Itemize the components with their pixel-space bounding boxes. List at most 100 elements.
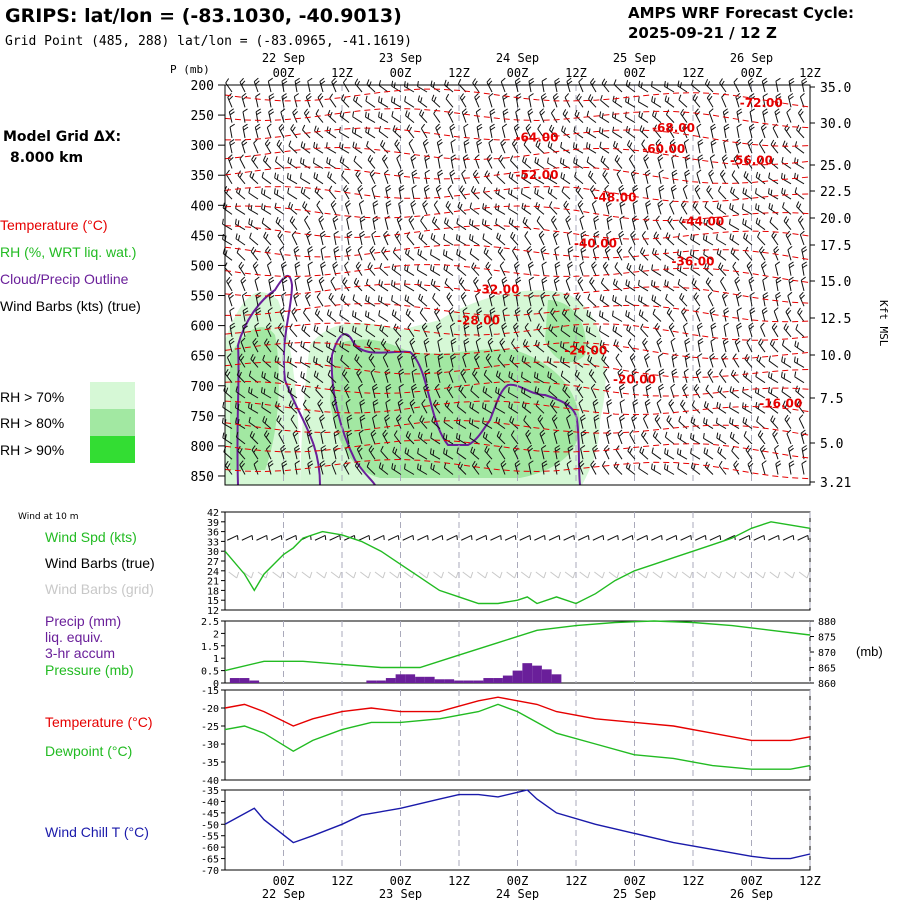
pressure-tick-label: 600 <box>191 320 214 335</box>
wind-barb <box>774 108 781 123</box>
wind-barb <box>463 337 470 353</box>
wind-barb <box>537 124 545 139</box>
wind-barb <box>720 276 727 292</box>
wind-barb <box>690 264 701 277</box>
wind-barb <box>267 460 274 475</box>
wind-barb <box>788 276 795 291</box>
wind-barb <box>723 123 730 138</box>
wind-barb <box>266 261 272 276</box>
wind-barb <box>240 276 247 292</box>
cloud-outline <box>237 275 321 486</box>
wind-barb <box>247 203 259 215</box>
wind-barb <box>488 138 494 154</box>
wind-barb <box>342 77 350 93</box>
wind-barb <box>691 400 701 414</box>
pressure-tick-label: 650 <box>191 350 214 365</box>
wind-barb <box>626 262 636 276</box>
wind-barb <box>560 370 571 384</box>
y-tick-label: -35 <box>201 786 219 797</box>
wind-barb <box>552 230 559 246</box>
wind-barb <box>314 308 324 322</box>
wind-barb <box>274 172 285 185</box>
wind-barb <box>366 461 376 475</box>
wind-barb <box>590 383 597 399</box>
bottom-hour-label: 00Z <box>624 874 646 888</box>
surface-wind-barb-grid <box>667 571 678 579</box>
wind-barb <box>770 139 779 154</box>
wind-barb <box>456 249 467 261</box>
y-tick-label: -40 <box>201 776 219 787</box>
wind-barb <box>307 246 314 261</box>
wind-barb <box>702 234 714 246</box>
wind-barb <box>678 94 688 108</box>
surface-wind-barb-grid <box>360 571 371 579</box>
wind-barb <box>723 322 729 337</box>
wind-barb <box>300 141 311 154</box>
wind-barb <box>666 415 675 429</box>
wind-barb <box>742 218 753 231</box>
cross-section-panel: -72.00 -68.00 -64.00 -60.00 -56.00 -52.00 -48.… <box>221 77 811 486</box>
wind-barb <box>797 215 805 230</box>
pressure-tick-label: 300 <box>191 139 214 154</box>
wind-barb <box>786 108 792 123</box>
wind-barb <box>261 203 272 215</box>
wind-barb <box>254 276 260 292</box>
wind-barb <box>277 231 285 246</box>
wind-barb <box>248 187 259 200</box>
temperature-contour-label: -56.00 <box>730 154 773 168</box>
wind-barb <box>319 414 325 429</box>
wind-barb <box>755 188 766 200</box>
wind-barb <box>697 338 704 353</box>
swatch-rh80 <box>90 409 135 436</box>
wind-barb <box>488 93 494 108</box>
pressure-tick-label: 800 <box>191 440 214 455</box>
wind-barb <box>450 338 457 353</box>
wind-barb <box>372 383 378 399</box>
wind-barb <box>486 460 493 475</box>
temperature-contour-label: -52.00 <box>516 168 559 182</box>
precip-bar <box>249 680 260 683</box>
wind-barb <box>732 261 740 276</box>
wind-barb <box>760 123 767 139</box>
surface-wind-barb-true <box>358 535 371 541</box>
wind-barb <box>799 230 805 246</box>
top-hour-label: 00Z <box>624 66 646 80</box>
precip-bar <box>512 670 523 683</box>
wind-barb <box>346 414 353 429</box>
y-tick-label: 33 <box>207 537 219 548</box>
surface-wind-barb-true <box>680 535 692 541</box>
wind-barb <box>580 414 586 429</box>
wind-barb <box>326 309 337 322</box>
wind-barb <box>774 261 781 276</box>
wind-barb <box>554 77 561 93</box>
wind-barb <box>773 307 779 322</box>
wind-barb <box>495 402 506 414</box>
bottom-date-label: 22 Sep <box>262 887 305 900</box>
wind-barb <box>654 414 662 429</box>
wind-barb <box>470 186 480 200</box>
wind-barb <box>417 248 428 261</box>
wind-barb <box>424 169 430 184</box>
wind-barb <box>254 322 260 337</box>
wind-barb <box>541 276 548 291</box>
wind-barb <box>305 93 312 108</box>
wind-barb <box>377 295 389 307</box>
precip-bar <box>522 663 533 683</box>
wind-barb <box>566 414 571 429</box>
wind-barb <box>287 187 298 200</box>
wind-barb <box>496 232 506 246</box>
wind-barb <box>637 96 649 108</box>
wind-barb <box>483 247 493 261</box>
wind-barb <box>514 460 521 475</box>
wind-barb <box>717 446 727 460</box>
wind-barb <box>456 447 467 460</box>
wind-barb <box>599 141 610 154</box>
wind-barb <box>264 139 272 154</box>
wind-barb <box>326 126 337 139</box>
wind-barb <box>366 79 376 93</box>
surface-wind-barb-true <box>373 535 385 541</box>
bottom-hour-label: 12Z <box>565 874 587 888</box>
wind-barb <box>521 401 532 414</box>
wind-barb <box>656 399 662 414</box>
legend-chill: Wind Chill T (°C) <box>45 824 149 840</box>
